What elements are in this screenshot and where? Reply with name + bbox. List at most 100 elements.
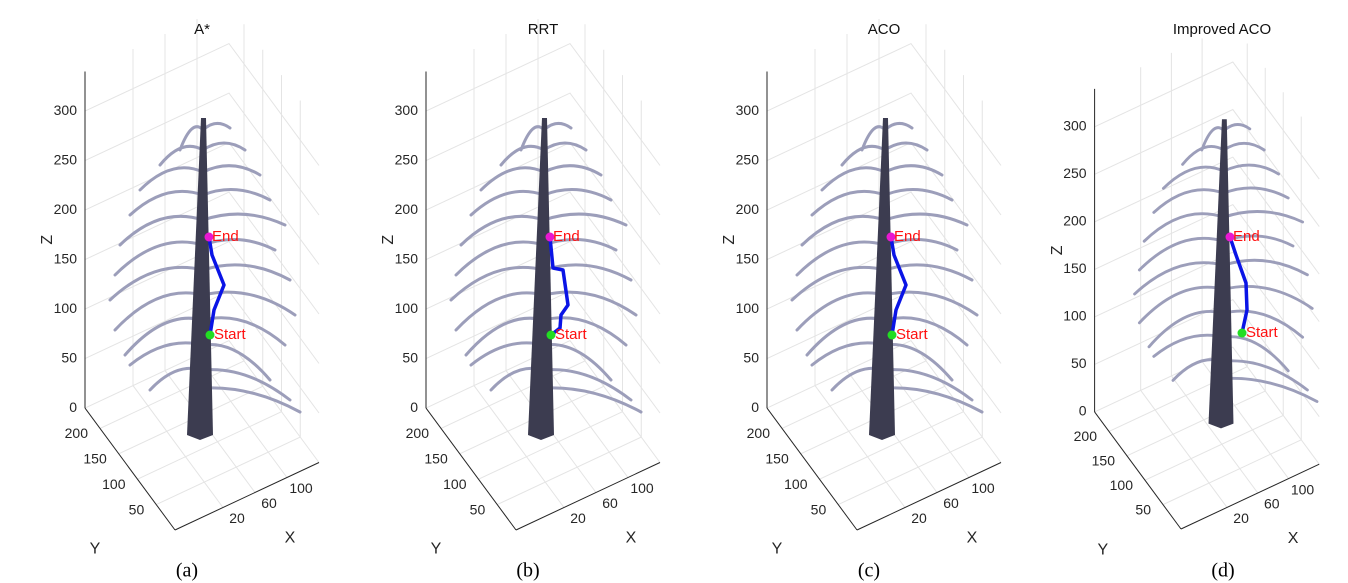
- z-axis-label: Z: [721, 235, 738, 245]
- end-label: End: [894, 228, 921, 245]
- z-tick-label: 0: [1079, 403, 1087, 419]
- z-tick-label: 100: [395, 300, 419, 316]
- z-tick-label: 200: [1063, 213, 1087, 229]
- end-point: [545, 232, 555, 242]
- x-tick-label: 60: [602, 495, 618, 511]
- end-label: End: [1233, 228, 1260, 245]
- x-axis-label: X: [285, 529, 296, 546]
- x-axis-label: X: [967, 529, 978, 546]
- grid-line: [800, 49, 946, 455]
- grid-line: [118, 49, 264, 455]
- x-tick-label: 60: [943, 495, 959, 511]
- grid-line: [838, 100, 983, 506]
- x-axis: [1180, 463, 1320, 530]
- y-tick-label: 200: [406, 425, 430, 441]
- grid-line: [1140, 67, 1228, 508]
- start-point: [1237, 328, 1247, 338]
- route: [889, 236, 908, 336]
- grid-line: [1170, 52, 1259, 494]
- y-axis: [1094, 411, 1182, 530]
- y-axis-label: Y: [431, 540, 442, 557]
- y-tick-label: 50: [811, 501, 827, 517]
- x-axis: [856, 462, 1002, 531]
- start-label: Start: [1246, 324, 1279, 341]
- grid-line: [1094, 299, 1320, 417]
- z-tick-label: 150: [54, 250, 78, 266]
- y-tick-label: 50: [129, 501, 145, 517]
- y-axis: [425, 407, 517, 531]
- z-tick-label: 150: [395, 250, 419, 266]
- tree: [108, 116, 302, 442]
- grid-line: [440, 24, 586, 429]
- y-tick-label: 150: [1092, 453, 1116, 469]
- start-label: Start: [896, 326, 929, 343]
- y-axis-label: Y: [90, 540, 101, 557]
- x-tick-label: 20: [229, 510, 245, 526]
- y-tick-label: 150: [83, 451, 107, 467]
- z-tick-label: 100: [1063, 308, 1087, 324]
- z-tick-label: 150: [1063, 260, 1087, 276]
- start-point: [546, 330, 556, 340]
- y-tick-label: 100: [784, 476, 808, 492]
- z-tick-label: 100: [736, 300, 760, 316]
- z-axis-label: Z: [380, 235, 397, 245]
- route: [207, 236, 226, 336]
- grid-line: [164, 33, 256, 493]
- plots: 050100150200250300206010050100150200ZYXA…: [39, 18, 1320, 582]
- z-tick-label: 300: [1063, 118, 1087, 134]
- x-axis-label: X: [626, 529, 637, 546]
- grid-line: [497, 100, 642, 506]
- grid-line: [459, 49, 605, 455]
- tree: [790, 116, 984, 442]
- panel-caption: (a): [176, 560, 198, 582]
- grid-line: [1094, 61, 1320, 180]
- grid-line: [478, 75, 623, 480]
- start-point: [887, 330, 897, 340]
- y-axis: [766, 407, 858, 531]
- z-tick-label: 250: [1063, 165, 1087, 181]
- y-tick-label: 50: [1135, 501, 1151, 517]
- z-tick-label: 0: [410, 399, 418, 415]
- grid-line: [1144, 92, 1284, 481]
- tree: [449, 116, 643, 442]
- x-tick-label: 20: [1233, 510, 1249, 526]
- x-axis: [174, 462, 320, 531]
- x-tick-label: 60: [261, 495, 277, 511]
- y-tick-label: 50: [470, 501, 486, 517]
- z-tick-label: 50: [61, 349, 77, 365]
- x-tick-label: 100: [630, 480, 654, 496]
- x-tick-label: 100: [1291, 481, 1315, 497]
- y-axis-label: Y: [772, 540, 783, 557]
- z-tick-label: 300: [736, 102, 760, 118]
- z-tick-label: 50: [402, 349, 418, 365]
- grid-line: [814, 48, 906, 508]
- tree: [1133, 117, 1319, 430]
- panel-caption: (c): [858, 560, 880, 582]
- panel-caption: (d): [1211, 560, 1234, 582]
- z-tick-label: 0: [751, 399, 759, 415]
- end-point: [204, 232, 214, 242]
- panel-title: RRT: [528, 21, 559, 38]
- x-tick-label: 100: [971, 480, 995, 496]
- z-tick-label: 200: [395, 201, 419, 217]
- y-tick-label: 100: [1110, 477, 1134, 493]
- y-tick-label: 200: [747, 425, 771, 441]
- grid-line: [846, 33, 938, 493]
- grid-line: [819, 75, 964, 480]
- grid-line: [473, 48, 565, 508]
- tree-wrap: [1133, 117, 1319, 430]
- start-point: [205, 330, 215, 340]
- grid-line: [781, 24, 927, 429]
- x-tick-label: 60: [1264, 496, 1280, 512]
- z-tick-label: 300: [395, 102, 419, 118]
- z-tick-label: 100: [54, 300, 78, 316]
- end-point: [1225, 232, 1235, 242]
- z-tick-label: 150: [736, 250, 760, 266]
- x-tick-label: 20: [570, 510, 586, 526]
- z-tick-label: 250: [736, 151, 760, 167]
- route: [548, 236, 570, 337]
- grid-line: [1162, 116, 1302, 506]
- z-axis-label: Z: [39, 235, 56, 245]
- z-tick-label: 250: [395, 151, 419, 167]
